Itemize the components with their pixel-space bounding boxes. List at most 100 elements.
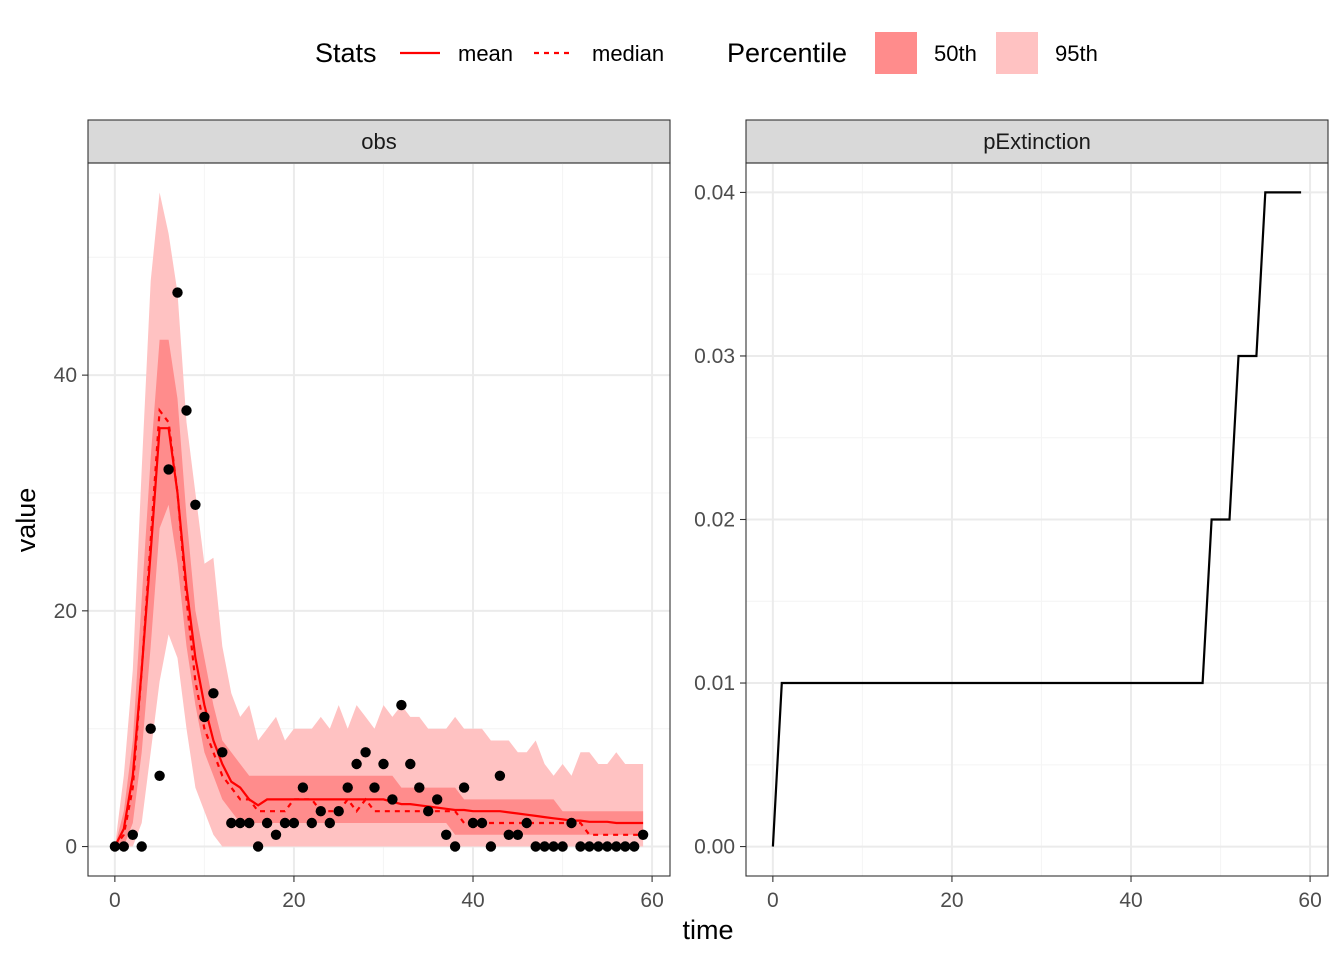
y-axis-title: value bbox=[11, 488, 41, 553]
obs-point bbox=[324, 817, 335, 829]
legend-95th-label: 95th bbox=[1055, 41, 1098, 66]
obs-point bbox=[476, 817, 488, 829]
obs-point bbox=[217, 747, 228, 758]
pextinction-y-tick-label: 0.03 bbox=[694, 345, 735, 368]
obs-point bbox=[369, 782, 380, 793]
obs-point bbox=[629, 841, 640, 852]
obs-point bbox=[342, 782, 353, 793]
obs-point bbox=[244, 817, 255, 829]
panel-obs-border bbox=[87, 162, 671, 877]
obs-x-tick-label: 40 bbox=[461, 889, 484, 912]
obs-x-tick-label: 60 bbox=[640, 889, 663, 912]
obs-point bbox=[441, 829, 452, 840]
obs-point bbox=[423, 806, 434, 817]
obs-point bbox=[521, 817, 532, 829]
pextinction-x-tick-label: 0 bbox=[767, 889, 779, 912]
obs-point bbox=[405, 758, 416, 770]
obs-point bbox=[494, 770, 506, 781]
obs-point bbox=[333, 806, 344, 817]
obs-point bbox=[145, 723, 156, 734]
obs-point bbox=[315, 806, 326, 817]
panel-pextinction: pExtinction 0 20 40 60 0.00 0.01 0.02 0.03 0.04 bbox=[694, 119, 1329, 912]
obs-point bbox=[154, 770, 165, 781]
panel-obs-bands bbox=[114, 192, 644, 847]
obs-point bbox=[432, 794, 443, 805]
obs-point bbox=[127, 829, 138, 840]
panel-pextinction-lines bbox=[771, 191, 1302, 847]
obs-point bbox=[512, 829, 523, 840]
obs-point bbox=[288, 817, 300, 829]
obs-point bbox=[306, 817, 317, 829]
legend-percentile-title: Percentile bbox=[727, 38, 847, 68]
legend-50th-key bbox=[875, 32, 917, 74]
pextinction-x-tick-label: 20 bbox=[940, 889, 963, 912]
obs-point bbox=[351, 758, 362, 770]
band-50th bbox=[114, 339, 644, 847]
legend-stats-title: Stats bbox=[315, 38, 377, 68]
pextinction-y-tick-label: 0.00 bbox=[694, 836, 735, 859]
obs-point bbox=[611, 841, 622, 852]
obs-point bbox=[235, 817, 246, 829]
obs-point bbox=[226, 817, 237, 829]
legend-median-label: median bbox=[592, 41, 664, 66]
obs-y-tick-label: 40 bbox=[54, 364, 77, 387]
legend-stats: Stats mean median bbox=[315, 38, 664, 68]
obs-point bbox=[261, 817, 273, 829]
obs-y-tick-label: 0 bbox=[65, 836, 77, 859]
panel-obs-points bbox=[109, 287, 649, 852]
obs-point bbox=[136, 841, 147, 852]
obs-point bbox=[199, 711, 210, 723]
series-line-median bbox=[114, 407, 644, 848]
obs-point bbox=[467, 817, 479, 829]
obs-point bbox=[620, 841, 631, 852]
obs-point bbox=[557, 841, 568, 852]
obs-point bbox=[637, 829, 649, 840]
obs-point bbox=[530, 841, 541, 852]
panel-obs-axes: 0 20 40 60 0 20 40 bbox=[54, 364, 664, 912]
obs-point bbox=[575, 841, 586, 852]
strip-obs-label: obs bbox=[361, 129, 396, 154]
strip-obs bbox=[87, 119, 671, 164]
obs-x-tick-label: 20 bbox=[282, 889, 305, 912]
obs-y-tick-label: 20 bbox=[54, 600, 77, 623]
obs-point bbox=[566, 817, 577, 829]
obs-point bbox=[252, 841, 264, 852]
series-line-mean bbox=[113, 427, 644, 847]
obs-point bbox=[270, 829, 282, 840]
pextinction-x-tick-label: 60 bbox=[1298, 889, 1321, 912]
strip-pextinction-label: pExtinction bbox=[983, 129, 1091, 154]
obs-point bbox=[387, 794, 398, 805]
obs-point bbox=[279, 817, 291, 829]
pextinction-y-tick-label: 0.01 bbox=[694, 672, 735, 695]
obs-point bbox=[360, 747, 371, 758]
obs-point bbox=[297, 782, 309, 793]
pextinction-y-tick-label: 0.02 bbox=[694, 509, 735, 532]
obs-point bbox=[181, 405, 192, 416]
panel-pextinction-grid bbox=[746, 163, 1328, 876]
obs-point bbox=[208, 688, 219, 699]
legend-mean-label: mean bbox=[458, 41, 513, 66]
series-line-pextinction bbox=[771, 191, 1302, 847]
band-95th bbox=[114, 192, 644, 847]
legend-50th-label: 50th bbox=[934, 41, 977, 66]
obs-point bbox=[548, 841, 559, 852]
pextinction-x-tick-label: 40 bbox=[1119, 889, 1142, 912]
obs-x-tick-label: 0 bbox=[109, 889, 121, 912]
obs-point bbox=[109, 841, 121, 852]
obs-point bbox=[190, 499, 201, 510]
obs-point bbox=[539, 841, 550, 852]
obs-point bbox=[163, 464, 174, 475]
obs-point bbox=[584, 841, 595, 852]
obs-point bbox=[449, 841, 461, 852]
obs-point bbox=[602, 841, 613, 852]
obs-point bbox=[485, 841, 497, 852]
obs-point bbox=[503, 829, 514, 840]
obs-point bbox=[118, 841, 129, 852]
x-axis-title: time bbox=[682, 915, 733, 945]
legend-percentile: Percentile 50th 95th bbox=[727, 32, 1098, 74]
obs-point bbox=[414, 782, 425, 793]
panel-obs: obs 0 20 40 60 0 20 40 bbox=[54, 119, 671, 912]
pextinction-y-tick-label: 0.04 bbox=[694, 181, 735, 204]
obs-point bbox=[378, 758, 389, 770]
